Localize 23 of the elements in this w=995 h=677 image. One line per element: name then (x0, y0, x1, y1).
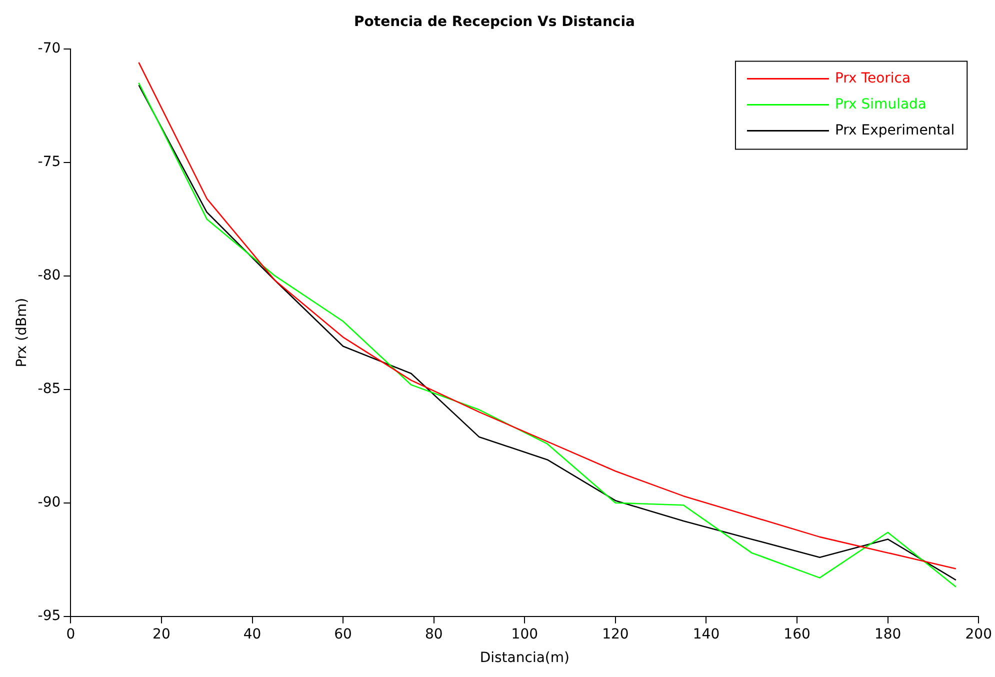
y-tick-label: -85 (38, 381, 61, 397)
x-tick-label: 40 (243, 626, 262, 642)
x-axis-title: Distancia(m) (480, 650, 570, 666)
y-tick-label: -75 (38, 154, 61, 170)
x-tick-label: 0 (66, 626, 76, 642)
y-axis-title: Prx (dBm) (14, 298, 30, 368)
x-tick-label: 20 (152, 626, 170, 642)
y-tick-label: -90 (38, 494, 61, 511)
y-tick-label: -70 (38, 40, 61, 56)
y-tick-label: -80 (38, 267, 61, 284)
x-tick-label: 200 (965, 626, 992, 642)
x-tick-label: 80 (424, 626, 443, 642)
x-tick-label: 100 (511, 626, 538, 642)
x-tick-label: 180 (874, 626, 902, 642)
x-tick-label: 60 (334, 626, 352, 642)
x-tick-label: 160 (784, 626, 810, 642)
y-tick-label: -95 (38, 608, 61, 624)
text: Prx Experimental (834, 122, 955, 138)
x-tick-label: 120 (602, 626, 629, 642)
x-tick-label: 140 (692, 626, 720, 642)
text: Prx Simulada (834, 96, 927, 112)
chart-title: Potencia de Recepcion Vs Distancia (354, 14, 635, 30)
text: Prx Teorica (834, 70, 911, 86)
